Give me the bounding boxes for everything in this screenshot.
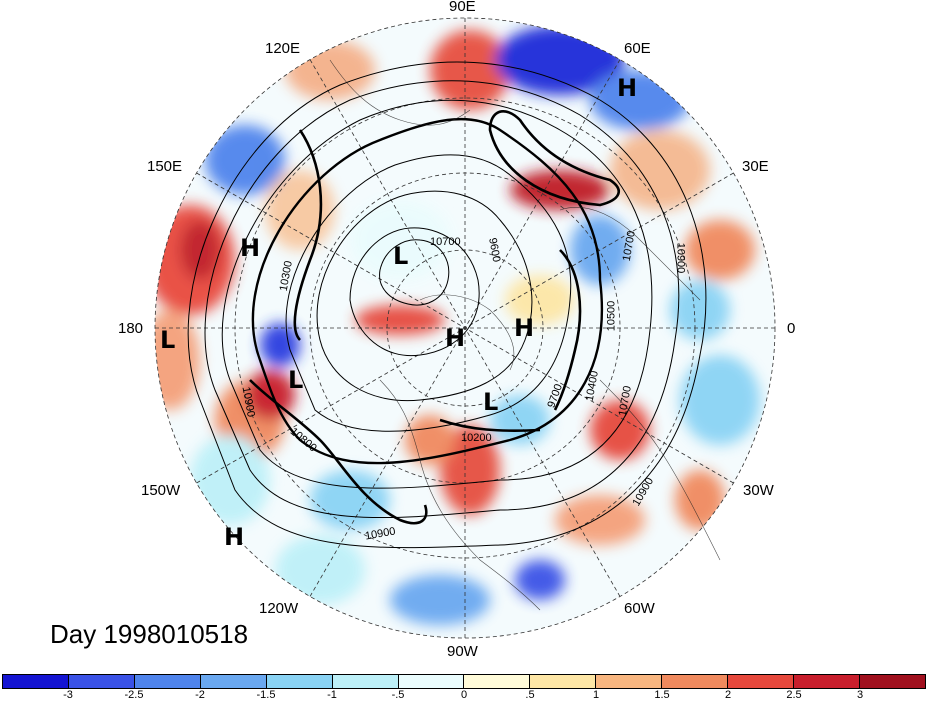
contour-label: 10900 — [674, 242, 687, 274]
colorbar-swatch — [332, 675, 399, 688]
lon-label-180: 180 — [118, 320, 144, 337]
high-pressure-label: H — [445, 324, 466, 352]
contour-label: 10200 — [461, 432, 492, 444]
height-contours — [187, 61, 707, 549]
lon-label-30w: 30W — [743, 482, 774, 499]
colorbar-tick-label: 1.5 — [654, 689, 670, 701]
lon-label-60e: 60E — [624, 40, 651, 57]
colorbar-tick-label: 2 — [724, 689, 732, 701]
colorbar-swatch — [68, 675, 135, 688]
colorbar-swatch — [464, 675, 531, 688]
colorbar-tick-label: -2 — [195, 689, 205, 701]
lon-label-150w: 150W — [141, 482, 181, 499]
colorbar-tick-label: .5 — [525, 689, 535, 701]
colorbar-swatch — [3, 675, 69, 688]
contour-label: 10500 — [605, 300, 618, 332]
high-pressure-label: H — [617, 74, 638, 102]
colorbar-swatch — [728, 675, 795, 688]
colorbar-swatch — [530, 675, 597, 688]
colorbar-tick-label: 0 — [460, 689, 468, 701]
colorbar-tick-label: -1 — [327, 689, 337, 701]
high-pressure-label: H — [514, 314, 535, 342]
colorbar-tick-label: -2.5 — [124, 689, 144, 701]
colorbar-swatch — [266, 675, 333, 688]
colorbar — [2, 674, 926, 689]
lon-label-120e: 120E — [265, 40, 301, 57]
colorbar-swatch — [134, 675, 201, 688]
colorbar-swatch — [596, 675, 663, 688]
colorbar-swatch — [200, 675, 267, 688]
high-pressure-label: H — [240, 234, 261, 262]
lon-label-30e: 30E — [742, 158, 769, 175]
graticule — [154, 17, 776, 639]
lon-label-90w: 90W — [447, 643, 478, 660]
lon-label-120w: 120W — [259, 600, 299, 617]
colorbar-tick-label: -3 — [63, 689, 73, 701]
contour-label: 10700 — [430, 236, 461, 248]
day-title: Day 1998010518 — [50, 619, 249, 649]
colorbar-swatch — [859, 675, 925, 688]
colorbar-tick-label: -.5 — [391, 689, 405, 701]
lon-label-150e: 150E — [147, 158, 183, 175]
lon-label-60w: 60W — [624, 600, 655, 617]
lon-label-0: 0 — [787, 320, 796, 337]
low-pressure-label: L — [288, 366, 304, 394]
colorbar-swatch — [398, 675, 465, 688]
colorbar-tick-label: 3 — [856, 689, 864, 701]
low-pressure-label: L — [393, 242, 409, 270]
colorbar-swatch — [794, 675, 860, 688]
colorbar-tick-label: 2.5 — [786, 689, 802, 701]
lon-label-90e: 90E — [449, 0, 476, 15]
low-pressure-label: L — [160, 326, 176, 354]
colorbar-tick-label: 1 — [592, 689, 600, 701]
colorbar-tick-label: -1.5 — [256, 689, 276, 701]
coastlines — [329, 59, 721, 611]
low-pressure-label: L — [483, 388, 499, 416]
high-pressure-label: H — [224, 523, 245, 551]
colorbar-swatch — [662, 675, 729, 688]
